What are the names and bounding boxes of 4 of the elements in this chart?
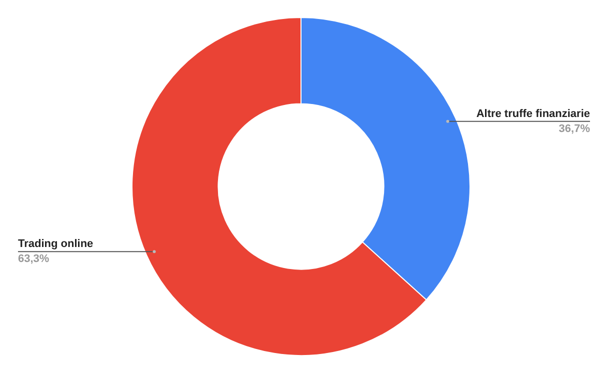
slice-label: Trading online [18, 238, 94, 250]
slice-label: Altre truffe finanziarie [476, 108, 590, 120]
data-label: 36,7% [558, 122, 590, 135]
data-label: 63,3% [18, 253, 50, 266]
